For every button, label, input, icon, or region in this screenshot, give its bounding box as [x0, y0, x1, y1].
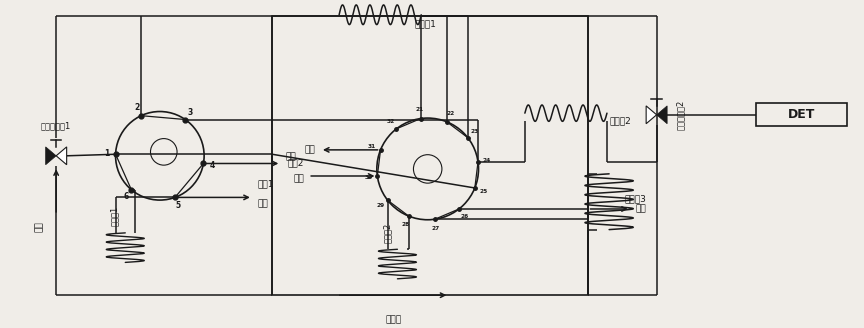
- Text: 30: 30: [365, 175, 372, 180]
- Text: 样品1: 样品1: [257, 180, 274, 189]
- Text: 24: 24: [483, 158, 492, 163]
- Text: 入口: 入口: [285, 153, 296, 161]
- Polygon shape: [46, 147, 56, 165]
- Polygon shape: [657, 106, 667, 124]
- Text: DET: DET: [788, 108, 815, 121]
- Text: 25: 25: [480, 189, 487, 194]
- Text: 32: 32: [386, 119, 395, 124]
- Text: 排空: 排空: [635, 204, 645, 214]
- Text: 28: 28: [401, 222, 410, 227]
- Text: 三通截止阀1: 三通截止阀1: [41, 121, 72, 130]
- Text: 入口: 入口: [293, 175, 304, 184]
- Text: 6: 6: [123, 192, 129, 201]
- Polygon shape: [56, 147, 67, 165]
- Text: 样品2: 样品2: [288, 158, 304, 167]
- Text: 三通截止阀2: 三通截止阀2: [676, 100, 685, 130]
- Text: 21: 21: [416, 107, 423, 112]
- Text: 5: 5: [175, 201, 181, 210]
- Text: 23: 23: [471, 130, 479, 134]
- Text: 29: 29: [377, 203, 384, 208]
- Text: 定量管2: 定量管2: [383, 222, 391, 243]
- Text: 出口: 出口: [257, 199, 268, 209]
- Text: 2: 2: [135, 103, 140, 112]
- Text: 27: 27: [432, 226, 440, 231]
- Text: 31: 31: [368, 144, 376, 149]
- Text: 载气: 载气: [35, 221, 43, 232]
- Text: 辅助气: 辅助气: [385, 315, 401, 324]
- Text: 出口: 出口: [305, 145, 315, 154]
- Text: 3: 3: [187, 108, 193, 117]
- Bar: [756, 103, 847, 126]
- Text: 1: 1: [104, 150, 110, 158]
- Text: 26: 26: [461, 214, 469, 219]
- Text: 色谱柱2: 色谱柱2: [609, 116, 631, 125]
- Text: 22: 22: [446, 111, 454, 116]
- Text: 4: 4: [210, 160, 215, 170]
- Text: 色谱柱1: 色谱柱1: [415, 20, 436, 29]
- Text: 定量管1: 定量管1: [111, 206, 119, 226]
- Bar: [272, 16, 588, 295]
- Polygon shape: [646, 106, 657, 124]
- Text: 色谱柱3: 色谱柱3: [625, 194, 646, 203]
